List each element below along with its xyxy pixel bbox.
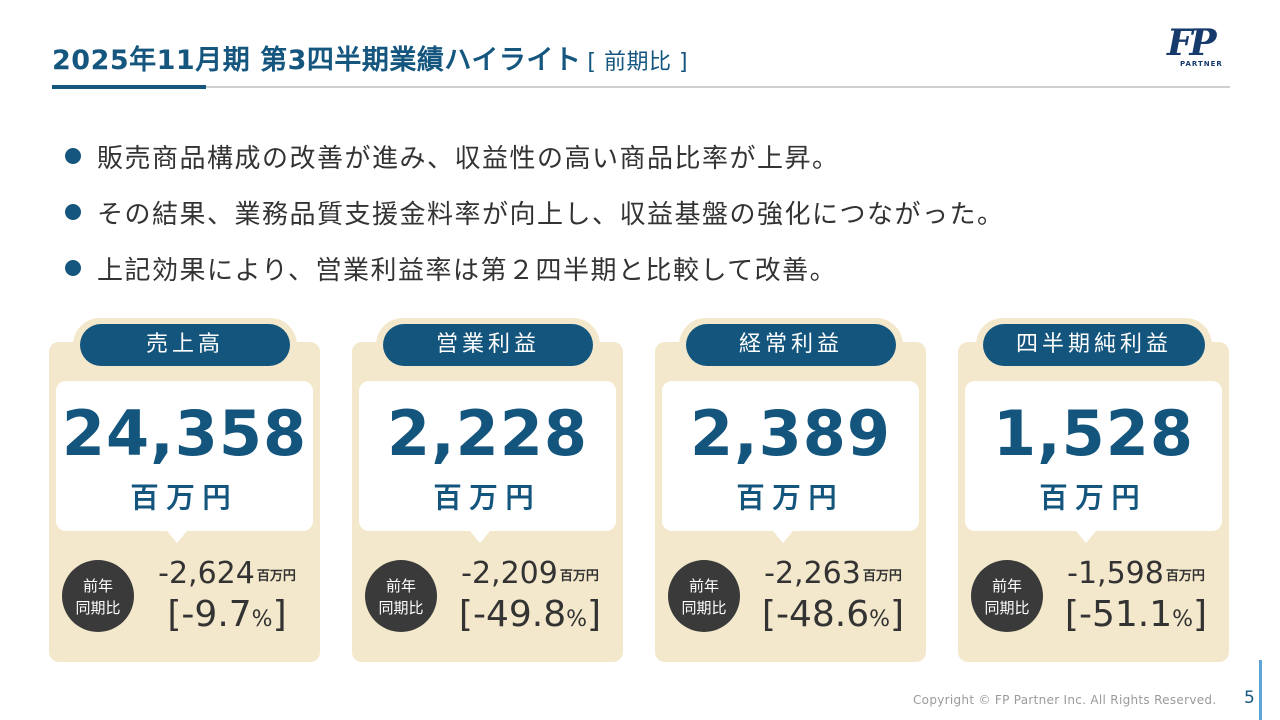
metric-unit: 百万円	[1039, 481, 1148, 514]
metric-value: 2,389	[689, 397, 892, 470]
yoy-label-line2: 同期比	[681, 599, 727, 617]
yoy-badge: 前年 同期比	[365, 560, 437, 632]
bullet-dot-icon	[65, 204, 81, 220]
metric-unit: 百万円	[433, 481, 542, 514]
card-label-pill: 営業利益	[383, 324, 593, 366]
bullet-text: 上記効果により、営業利益率は第２四半期と比較して改善。	[97, 256, 838, 286]
pct-value: -49.8	[472, 594, 567, 635]
yoy-label-line2: 同期比	[75, 599, 121, 617]
bullet-list: 販売商品構成の改善が進み、収益性の高い商品比率が上昇。 その結果、業務品質支援金…	[64, 138, 1214, 306]
bullet-item: 上記効果により、営業利益率は第２四半期と比較して改善。	[64, 250, 1214, 306]
metric-value: 24,358	[61, 397, 308, 470]
yoy-percent: [-49.8%]	[458, 594, 602, 635]
title-subtitle: [ 前期比 ]	[587, 50, 689, 75]
diff-unit: 百万円	[862, 569, 902, 584]
callout-pointer	[1076, 531, 1096, 543]
callout-pointer	[470, 531, 490, 543]
logo-subtext: PARTNER	[1180, 60, 1223, 68]
slide-header: 2025年11月期 第3四半期業績ハイライト[ 前期比 ]	[52, 30, 1230, 90]
bullet-text: その結果、業務品質支援金料率が向上し、収益基盤の強化につながった。	[97, 200, 1005, 230]
pct-value: -51.1	[1078, 594, 1173, 635]
value-box: 24,358 百万円	[56, 381, 313, 531]
footer-accent-bar	[1259, 660, 1262, 720]
yoy-label-line1: 前年	[991, 577, 1022, 595]
diff-value: -1,598	[1067, 556, 1164, 591]
diff-unit: 百万円	[256, 569, 296, 584]
value-box: 2,228 百万円	[359, 381, 616, 531]
yoy-label-line1: 前年	[385, 577, 416, 595]
header-divider	[52, 86, 1230, 88]
metric-card-sales: 24,358 百万円 前年 同期比 -2,624 百万円 [-9.7%]	[49, 342, 320, 662]
yoy-badge: 前年 同期比	[971, 560, 1043, 632]
yoy-percent: [-48.6%]	[761, 594, 905, 635]
copyright-notice: Copyright © FP Partner Inc. All Rights R…	[913, 693, 1217, 707]
header-accent-bar	[52, 85, 206, 89]
metric-card-operating-profit: 2,228 百万円 前年 同期比 -2,209 百万円 [-49.8%]	[352, 342, 623, 662]
pct-symbol: %	[566, 607, 588, 632]
title-text: 2025年11月期 第3四半期業績ハイライト	[52, 45, 582, 76]
value-box: 2,389 百万円	[662, 381, 919, 531]
diff-unit: 百万円	[1165, 569, 1205, 584]
metric-unit: 百万円	[736, 481, 845, 514]
page-title: 2025年11月期 第3四半期業績ハイライト[ 前期比 ]	[52, 38, 688, 77]
yoy-badge: 前年 同期比	[668, 560, 740, 632]
metric-value: 1,528	[992, 397, 1195, 470]
yoy-difference: -1,598 百万円	[1048, 556, 1224, 591]
metric-unit: 百万円	[130, 481, 239, 514]
yoy-badge: 前年 同期比	[62, 560, 134, 632]
pct-value: -48.6	[775, 594, 870, 635]
diff-value: -2,209	[461, 556, 558, 591]
bullet-dot-icon	[65, 260, 81, 276]
pct-symbol: %	[869, 607, 891, 632]
pct-value: -9.7	[181, 594, 252, 635]
yoy-difference: -2,263 百万円	[745, 556, 921, 591]
callout-pointer	[167, 531, 187, 543]
metric-card-ordinary-profit: 2,389 百万円 前年 同期比 -2,263 百万円 [-48.6%]	[655, 342, 926, 662]
pct-symbol: %	[251, 607, 273, 632]
yoy-label-line2: 同期比	[984, 599, 1030, 617]
page-number: 5	[1244, 688, 1255, 708]
diff-value: -2,624	[158, 556, 255, 591]
yoy-percent: [-9.7%]	[167, 594, 287, 635]
diff-value: -2,263	[764, 556, 861, 591]
yoy-label-line1: 前年	[688, 577, 719, 595]
card-label-pill: 売上高	[80, 324, 290, 366]
bullet-text: 販売商品構成の改善が進み、収益性の高い商品比率が上昇。	[97, 144, 840, 174]
value-box: 1,528 百万円	[965, 381, 1222, 531]
yoy-label-line1: 前年	[82, 577, 113, 595]
yoy-label-line2: 同期比	[378, 599, 424, 617]
yoy-difference: -2,624 百万円	[139, 556, 315, 591]
card-label-pill: 経常利益	[686, 324, 896, 366]
metric-value: 2,228	[386, 397, 589, 470]
diff-unit: 百万円	[559, 569, 599, 584]
bullet-item: その結果、業務品質支援金料率が向上し、収益基盤の強化につながった。	[64, 194, 1214, 250]
metric-card-net-income: 1,528 百万円 前年 同期比 -1,598 百万円 [-51.1%]	[958, 342, 1229, 662]
bullet-dot-icon	[65, 148, 81, 164]
pct-symbol: %	[1172, 607, 1194, 632]
callout-pointer	[773, 531, 793, 543]
logo-mark: FP	[1167, 22, 1217, 64]
yoy-difference: -2,209 百万円	[442, 556, 618, 591]
card-label-pill: 四半期純利益	[983, 324, 1205, 366]
bullet-item: 販売商品構成の改善が進み、収益性の高い商品比率が上昇。	[64, 138, 1214, 194]
yoy-percent: [-51.1%]	[1064, 594, 1208, 635]
company-logo: FP PARTNER	[1163, 22, 1233, 72]
